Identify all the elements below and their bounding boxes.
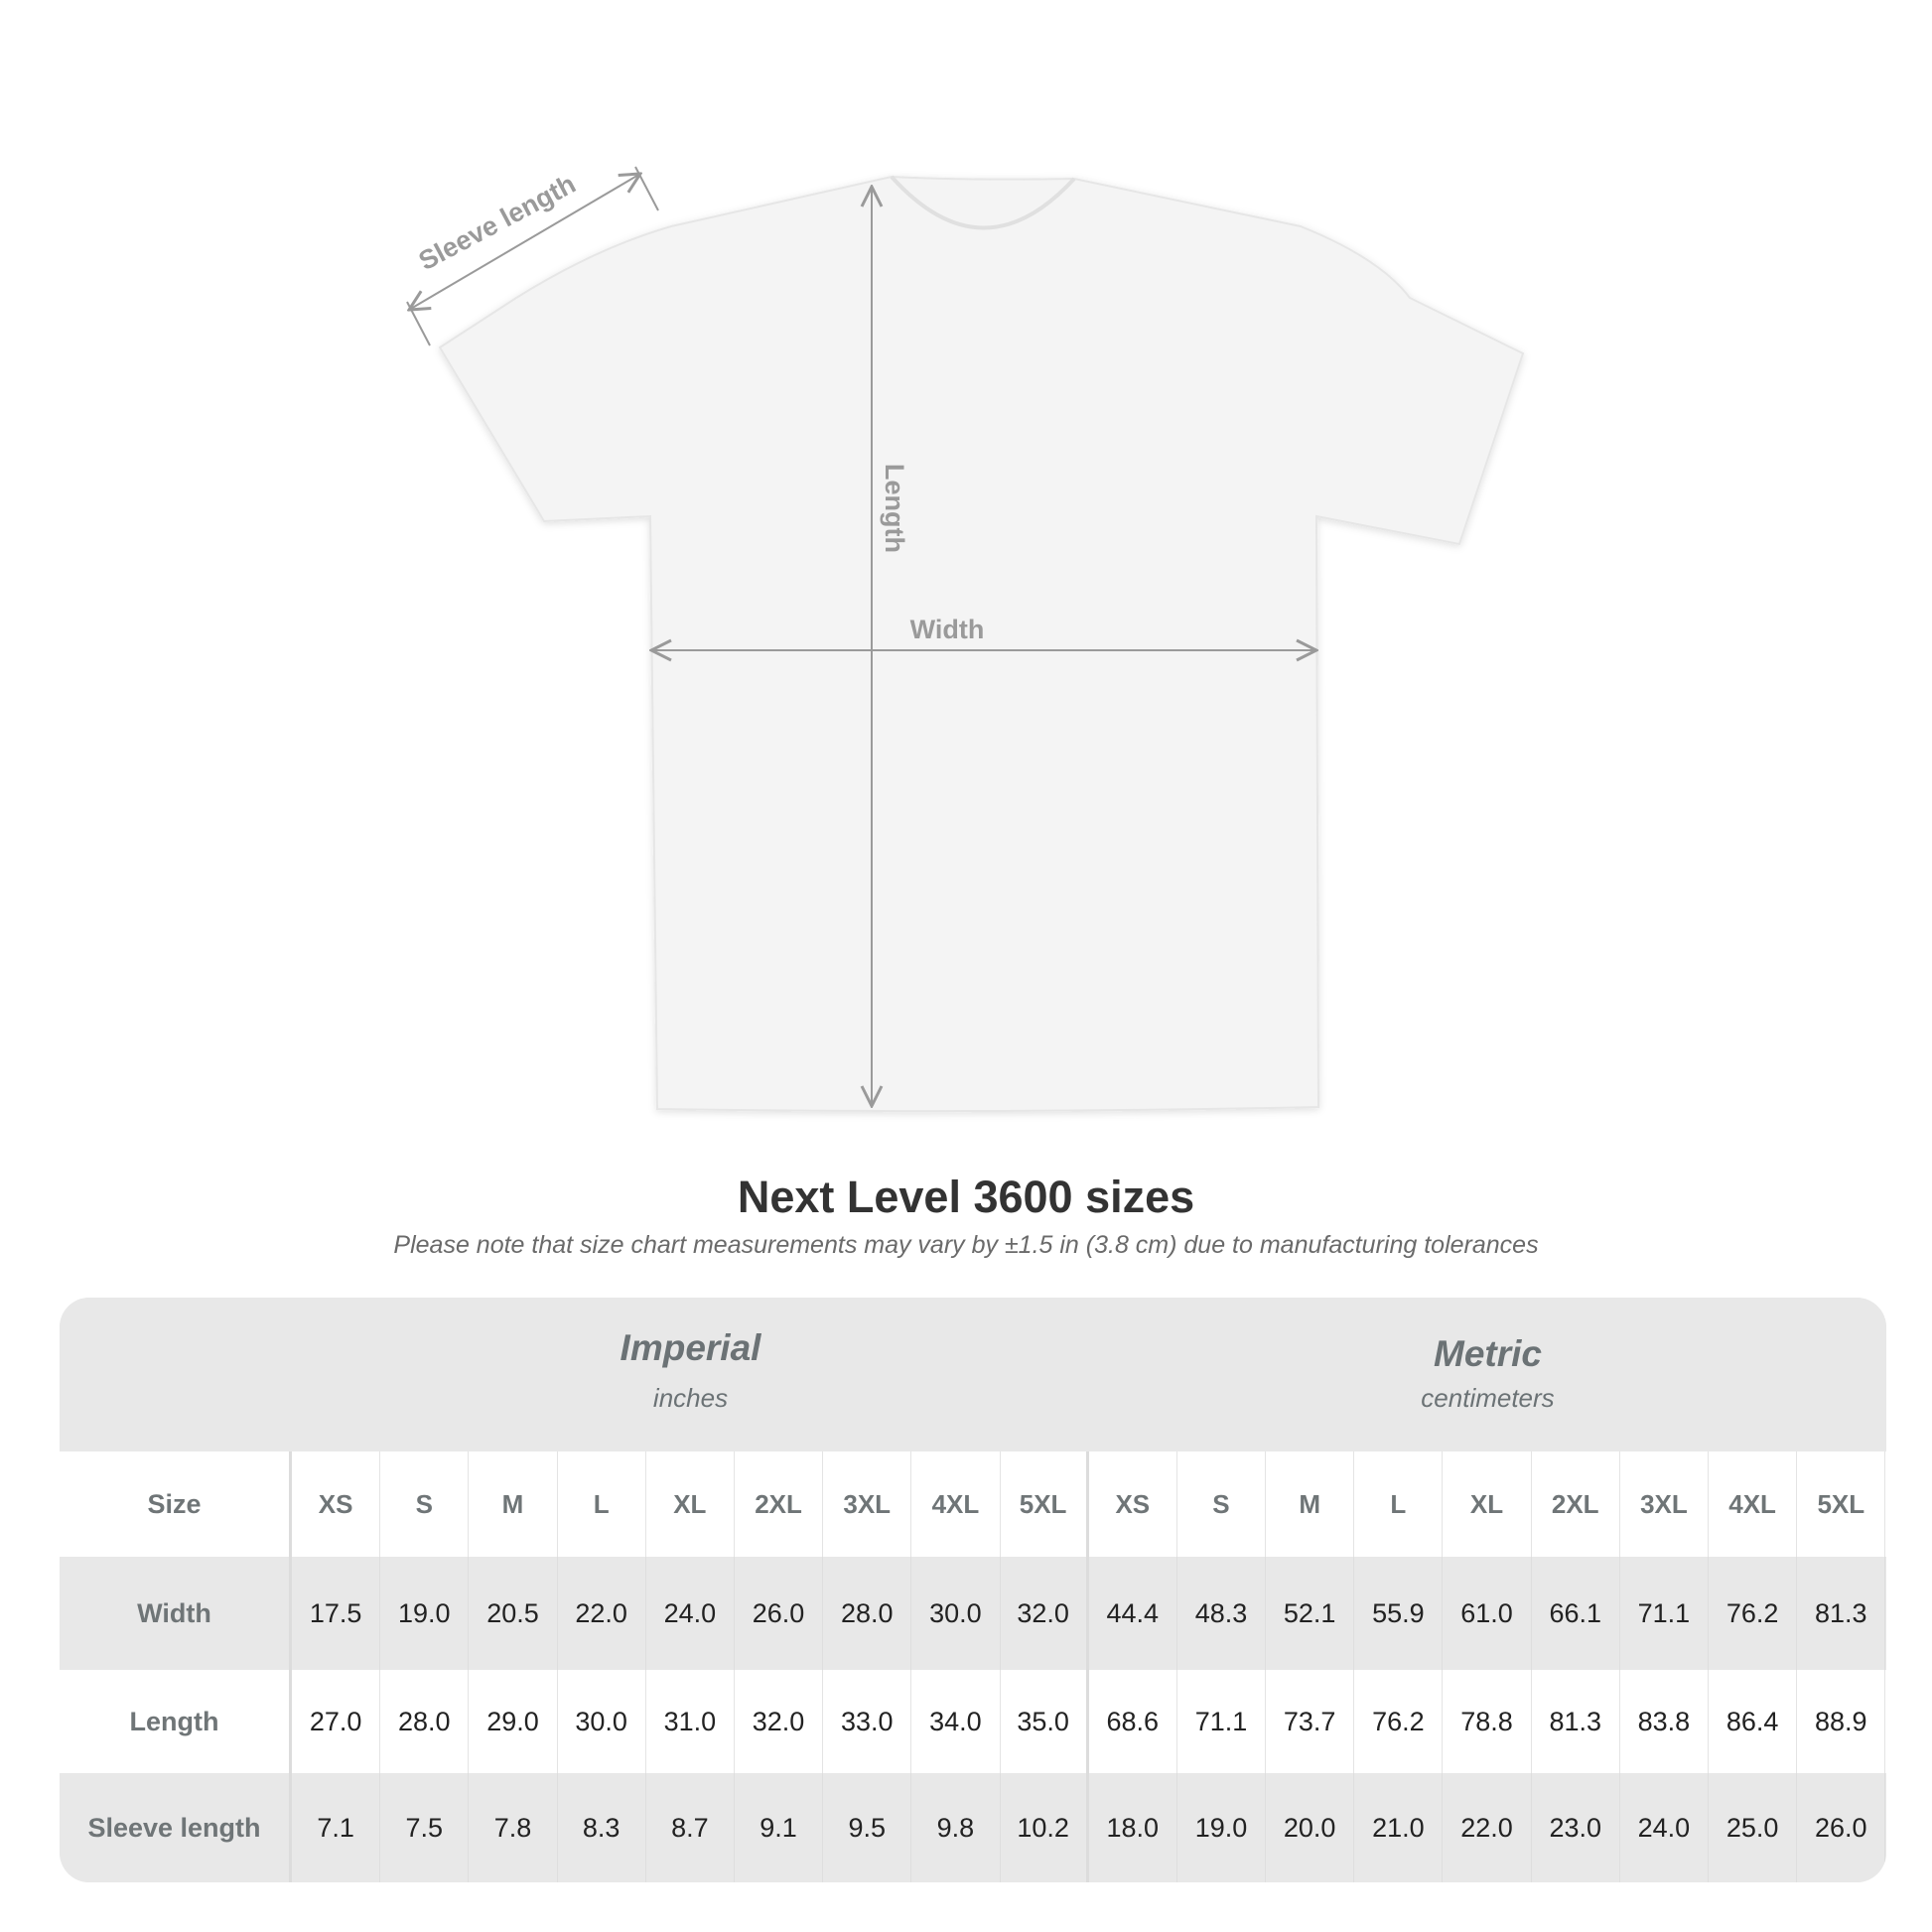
size-header-imperial: M [469,1451,558,1557]
value-cell-imperial: 9.1 [735,1773,824,1882]
value-cell-metric: 19.0 [1177,1773,1267,1882]
size-header-metric: M [1266,1451,1355,1557]
value-cell-metric: 78.8 [1443,1670,1532,1773]
size-header-metric: 4XL [1709,1451,1798,1557]
value-cell-metric: 18.0 [1089,1773,1177,1882]
value-cell-metric: 61.0 [1443,1557,1532,1670]
size-header-imperial: 2XL [735,1451,824,1557]
value-cell-metric: 81.3 [1797,1557,1886,1670]
value-cell-imperial: 27.0 [292,1670,381,1773]
value-cell-imperial: 29.0 [469,1670,558,1773]
value-cell-metric: 44.4 [1089,1557,1177,1670]
tshirt-diagram: Width Length Sleeve length [0,166,1525,1113]
imperial-title: Imperial [620,1327,761,1368]
value-cell-metric: 23.0 [1532,1773,1620,1882]
size-header-imperial: S [380,1451,470,1557]
metric-title: Metric [1434,1333,1542,1374]
value-cell-imperial: 8.3 [558,1773,646,1882]
value-cell-metric: 76.2 [1354,1670,1444,1773]
value-cell-metric: 48.3 [1177,1557,1267,1670]
size-header-metric: 3XL [1620,1451,1709,1557]
metric-header: Metric centimeters [1089,1333,1886,1414]
table-row: Length 27.0 28.0 29.0 30.0 31.0 32.0 33.0 34.0 35… [60,1670,1886,1773]
value-cell-imperial: 8.7 [646,1773,735,1882]
size-header-metric: S [1177,1451,1267,1557]
value-cell-metric: 52.1 [1266,1557,1355,1670]
imperial-unit: inches [652,1383,729,1413]
value-cell-metric: 55.9 [1354,1557,1444,1670]
value-cell-imperial: 20.5 [469,1557,558,1670]
length-label: Length [880,464,909,553]
sleeve-arrow-tick [406,301,431,346]
value-cell-metric: 86.4 [1709,1670,1798,1773]
value-cell-metric: 71.1 [1177,1670,1267,1773]
size-header-imperial: XS [292,1451,381,1557]
value-cell-imperial: 10.2 [1001,1773,1089,1882]
value-cell-metric: 24.0 [1620,1773,1709,1882]
value-cell-imperial: 7.1 [292,1773,381,1882]
table-row: Width 17.5 19.0 20.5 22.0 24.0 26.0 28.0 30.0 32.… [60,1557,1886,1670]
collar [890,175,1076,230]
value-cell-imperial: 32.0 [735,1670,824,1773]
value-cell-imperial: 30.0 [558,1670,646,1773]
size-table: Imperial inches Metric centimeters Size … [60,1298,1886,1882]
sleeve-arrow [409,174,640,310]
value-cell-metric: 21.0 [1354,1773,1444,1882]
value-cell-imperial: 24.0 [646,1557,735,1670]
value-cell-imperial: 9.5 [823,1773,912,1882]
sleeve-length-label: Sleeve length [414,169,581,276]
row-label: Width [60,1557,292,1670]
value-cell-imperial: 7.5 [380,1773,470,1882]
value-cell-metric: 68.6 [1089,1670,1177,1773]
size-header-metric: L [1354,1451,1444,1557]
tolerance-note: Please note that size chart measurements… [393,1231,1539,1259]
value-cell-metric: 22.0 [1443,1773,1532,1882]
value-cell-imperial: 17.5 [292,1557,381,1670]
value-cell-metric: 66.1 [1532,1557,1620,1670]
size-header-metric: XL [1443,1451,1532,1557]
size-header-imperial: 5XL [1001,1451,1089,1557]
size-header-imperial: 4XL [911,1451,1001,1557]
table-row: Sleeve length 7.1 7.5 7.8 8.3 8.7 9.1 9.5 9.8 10.… [60,1773,1886,1882]
size-header-metric: XS [1089,1451,1177,1557]
value-cell-metric: 76.2 [1709,1557,1798,1670]
value-cell-imperial: 28.0 [823,1557,912,1670]
value-cell-metric: 25.0 [1709,1773,1798,1882]
size-header-imperial: L [558,1451,646,1557]
row-label: Sleeve length [60,1773,292,1882]
value-cell-imperial: 7.8 [469,1773,558,1882]
imperial-header: Imperial inches [292,1327,1089,1414]
value-cell-metric: 83.8 [1620,1670,1709,1773]
metric-unit: centimeters [1421,1383,1555,1413]
value-cell-metric: 88.9 [1797,1670,1886,1773]
value-cell-metric: 73.7 [1266,1670,1355,1773]
row-label: Length [60,1670,292,1773]
value-cell-imperial: 32.0 [1001,1557,1089,1670]
size-header-imperial: 3XL [823,1451,912,1557]
size-header-imperial: XL [646,1451,735,1557]
value-cell-imperial: 19.0 [380,1557,470,1670]
width-label: Width [910,615,985,644]
value-cell-metric: 26.0 [1797,1773,1886,1882]
value-cell-imperial: 30.0 [911,1557,1001,1670]
value-cell-metric: 20.0 [1266,1773,1355,1882]
value-cell-imperial: 31.0 [646,1670,735,1773]
value-cell-imperial: 22.0 [558,1557,646,1670]
size-header-metric: 2XL [1532,1451,1620,1557]
sleeve-arrow-tick [634,166,659,211]
row-label: Size [60,1451,292,1557]
value-cell-metric: 81.3 [1532,1670,1620,1773]
value-cell-imperial: 34.0 [911,1670,1001,1773]
value-cell-imperial: 35.0 [1001,1670,1089,1773]
value-cell-imperial: 9.8 [911,1773,1001,1882]
size-header-metric: 5XL [1797,1451,1886,1557]
value-cell-imperial: 28.0 [380,1670,470,1773]
value-cell-imperial: 26.0 [735,1557,824,1670]
page-title: Next Level 3600 sizes [737,1172,1195,1222]
unit-header: Imperial inches Metric centimeters [60,1298,1886,1451]
value-cell-metric: 71.1 [1620,1557,1709,1670]
value-cell-imperial: 33.0 [823,1670,912,1773]
size-row: Size XS S M L XL 2XL 3XL 4XL 5XL XS S M L XL 2XL 3XL 4XL… [60,1451,1886,1557]
